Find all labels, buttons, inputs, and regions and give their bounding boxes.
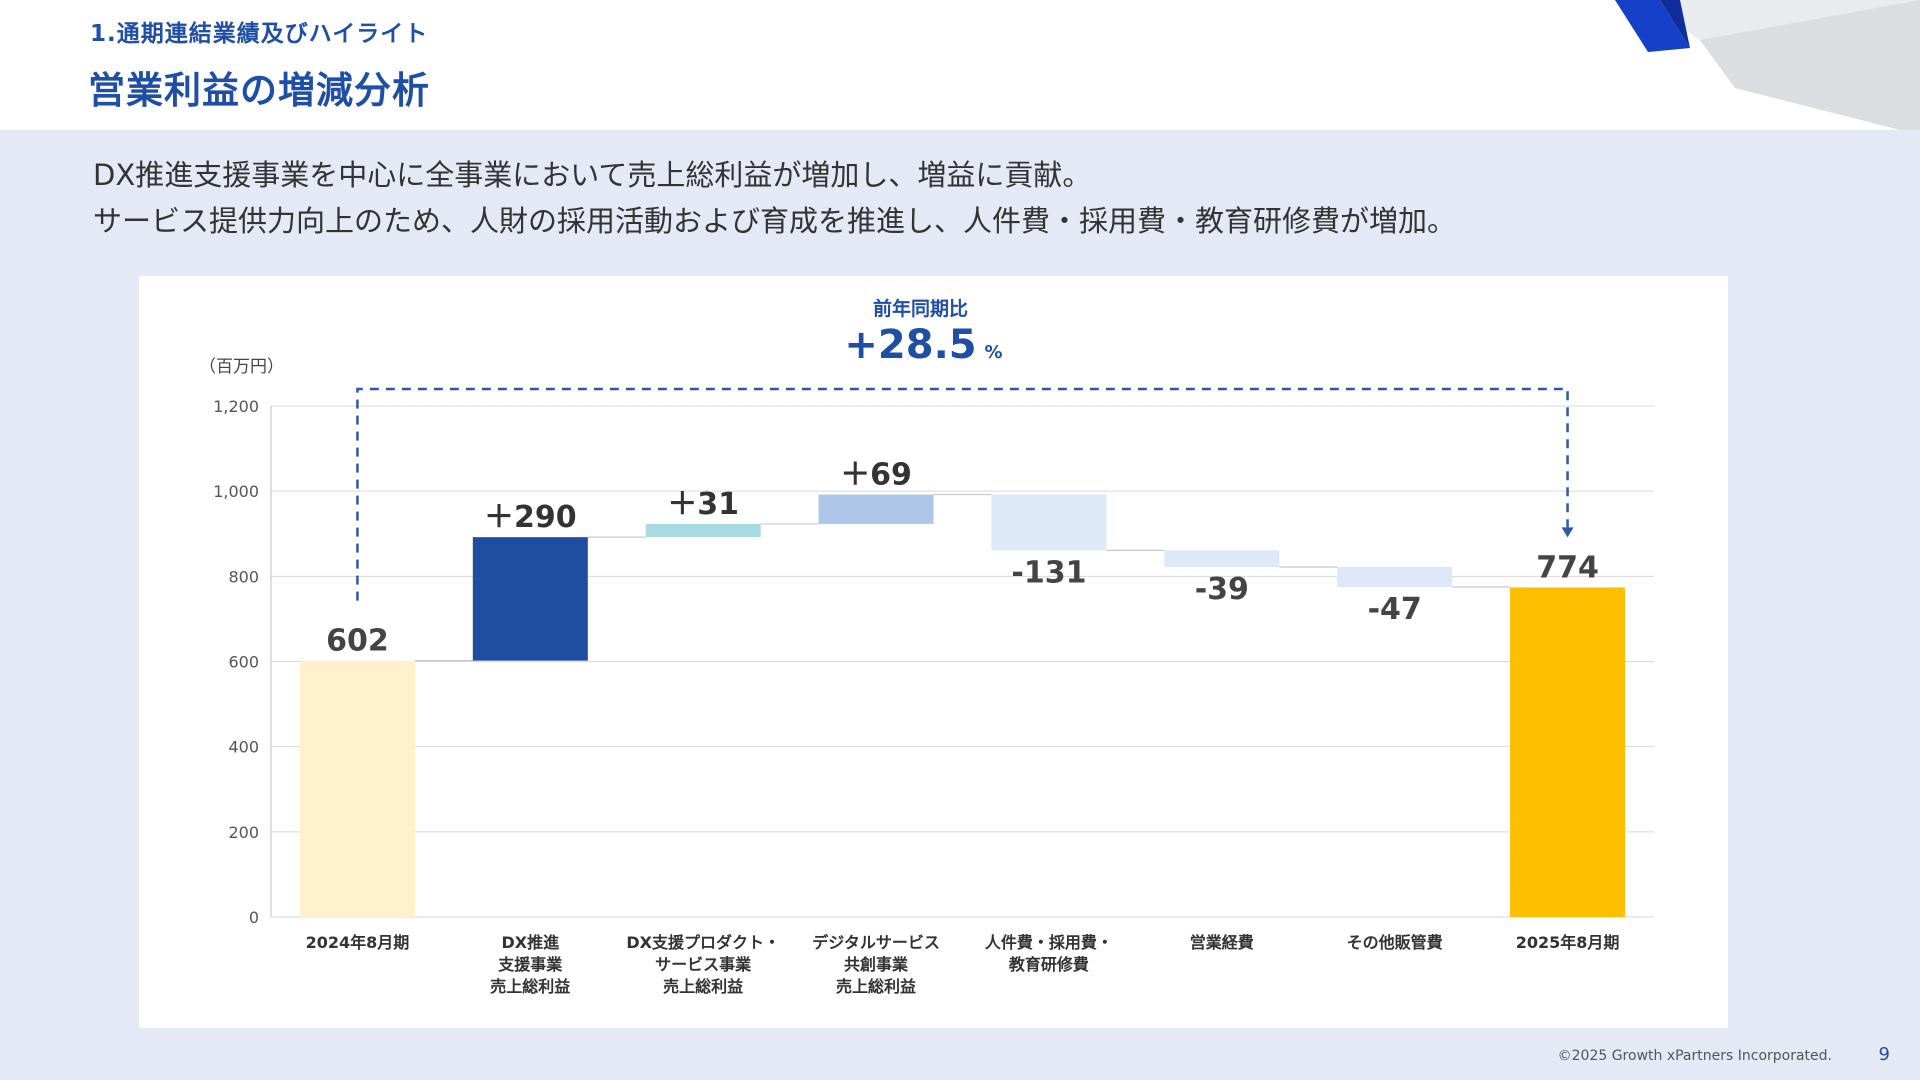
comparison-unit: % [985, 342, 1003, 363]
data-label: 602 [326, 624, 389, 659]
waterfall-chart: 0 200 400 600 800 1,000 1,200 （百万円） 602 2024年8月期 ＋… [199, 297, 1654, 996]
page-number: 9 [1878, 1044, 1890, 1065]
corner-decoration-icon [1615, 0, 1920, 130]
data-label: ＋290 [484, 500, 577, 535]
x-tick-label: 売上総利益 [836, 977, 916, 996]
x-tick-label: 教育研修費 [1009, 955, 1089, 974]
y-tick-label: 200 [228, 823, 259, 842]
waterfall-bar [991, 494, 1107, 551]
x-tick-label: サービス事業 [655, 955, 752, 974]
x-tick-label: 共創事業 [844, 955, 909, 974]
unit-label: （百万円） [199, 357, 284, 377]
x-tick-label: 2024年8月期 [306, 933, 410, 952]
x-tick-label: 売上総利益 [490, 977, 570, 996]
y-tick-label: 1,200 [213, 397, 259, 416]
waterfall-bar [1510, 587, 1626, 917]
waterfall-bar [472, 537, 588, 661]
x-tick-label: 売上総利益 [663, 977, 743, 996]
data-label: ＋31 [667, 487, 739, 522]
data-label: -47 [1368, 592, 1422, 627]
x-tick-label: 人件費・採用費・ [985, 933, 1113, 952]
y-tick-label: 800 [228, 567, 259, 586]
comparison-value: +28.5 [844, 322, 976, 368]
comparison-bracket [356, 387, 1569, 601]
y-tick-label: 400 [228, 738, 259, 757]
x-tick-label: その他販管費 [1347, 933, 1443, 952]
x-tick-label: デジタルサービス [812, 933, 940, 952]
page-title: 営業利益の増減分析 [88, 69, 430, 112]
arrow-down-icon [1561, 527, 1574, 538]
header: 1.通期連結業績及びハイライト 営業利益の増減分析 [0, 0, 1920, 130]
x-tick-label: DX支援プロダクト・ [626, 933, 780, 952]
data-label: -131 [1011, 555, 1086, 590]
waterfall-bar [818, 494, 934, 524]
y-tick-label: 0 [249, 908, 259, 927]
x-tick-label: 営業経費 [1190, 933, 1254, 952]
x-tick-label: 2025年8月期 [1516, 933, 1620, 952]
y-tick-label: 1,000 [213, 482, 259, 501]
lead-text: DX推進支援事業を中心に全事業において売上総利益が増加し、増益に貢献。 サービス… [93, 152, 1456, 244]
data-label: -39 [1195, 572, 1249, 607]
x-tick-label: DX推進 [502, 933, 560, 952]
waterfall-bar [645, 523, 761, 538]
lead-line-1: DX推進支援事業を中心に全事業において売上総利益が増加し、増益に貢献。 [93, 158, 1092, 192]
x-tick-label: 支援事業 [497, 955, 563, 974]
y-tick-label: 600 [228, 653, 259, 672]
waterfall-bar [299, 660, 415, 917]
waterfall-bar [1164, 550, 1280, 567]
comparison-label: 前年同期比 [873, 297, 968, 320]
data-label: 774 [1536, 550, 1599, 585]
lead-line-2: サービス提供力向上のため、人財の採用活動および育成を推進し、人件費・採用費・教育… [93, 204, 1457, 238]
section-label: 1.通期連結業績及びハイライト [90, 21, 429, 47]
waterfall-bar [1337, 566, 1453, 587]
chart-card: 0 200 400 600 800 1,000 1,200 （百万円） 602 2024年8月期 ＋… [139, 276, 1728, 1028]
data-label: ＋69 [840, 458, 912, 493]
footer-copyright: ©2025 Growth xPartners Incorporated. [1557, 1048, 1832, 1064]
